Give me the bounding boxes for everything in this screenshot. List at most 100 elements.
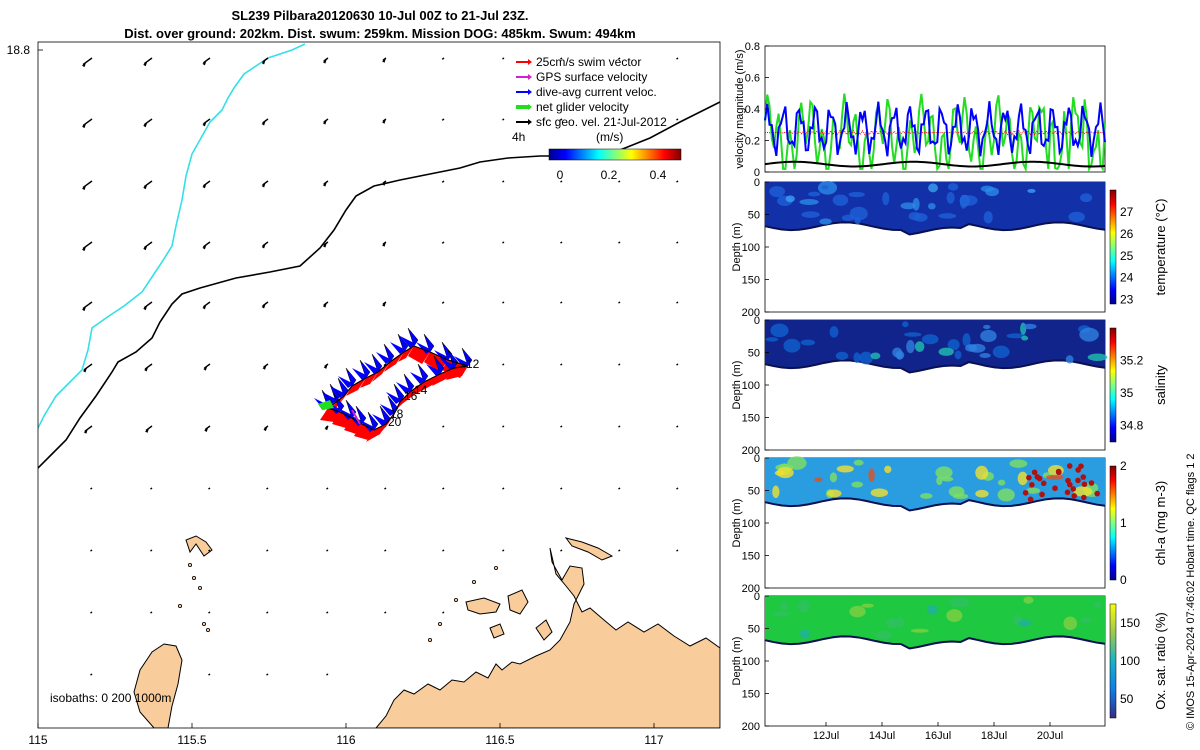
- current-vector: [396, 382, 412, 394]
- geo-vector: [560, 425, 563, 428]
- time-tick: 12Jul: [813, 730, 839, 742]
- current-vector: [433, 355, 445, 375]
- section-patch: [1073, 486, 1093, 497]
- geo-vector: [382, 118, 387, 124]
- geo-vector-head: [204, 427, 209, 433]
- geo-vector-shaft: [323, 57, 329, 62]
- geo-vector-shaft: [323, 301, 329, 306]
- section-patch: [921, 334, 939, 345]
- section-patch: [783, 338, 801, 353]
- section-patch: [849, 605, 866, 618]
- geo-vector-shaft: [502, 118, 505, 121]
- geo-vector: [261, 57, 269, 65]
- geo-vector-shaft: [383, 363, 387, 367]
- section-patch: [770, 323, 789, 338]
- geo-vector-shaft: [502, 425, 505, 428]
- map-x-tick: 115: [28, 733, 47, 747]
- geo-vector-shaft: [441, 118, 445, 121]
- geo-vector-head: [261, 120, 266, 126]
- geo-vector: [502, 241, 505, 244]
- geo-vector-head: [82, 306, 86, 312]
- section-patch: [814, 477, 823, 483]
- legend-label: sfc geo. vel. 21-Jul-2012: [536, 115, 667, 129]
- section-patch: [946, 609, 963, 623]
- current-vector: [383, 343, 395, 363]
- section-data-band: [765, 596, 1105, 649]
- colorbar-tick-label: 0.2: [601, 168, 618, 182]
- section-colorbar: [1109, 327, 1117, 443]
- colorbar-tick-label: 0: [557, 168, 564, 182]
- geo-vector: [618, 425, 621, 428]
- section-patch: [896, 352, 903, 360]
- colorbar-label: salinity: [1153, 365, 1168, 405]
- section-patch: [906, 340, 915, 354]
- chl-high-dot: [1031, 469, 1038, 476]
- geo-vector-head: [323, 364, 328, 369]
- map-frame: [37, 41, 721, 729]
- geo-vector-shaft: [442, 425, 445, 428]
- velocity-ylabel: velocity magnitude (m/s): [734, 49, 746, 168]
- geo-vector-head: [145, 428, 149, 433]
- geo-vector: [382, 241, 387, 247]
- current-vector: [386, 392, 402, 404]
- section-patch: [780, 600, 789, 611]
- geo-vector-head: [202, 60, 207, 66]
- section-patch: [895, 616, 905, 628]
- geo-vector: [442, 425, 445, 428]
- geo-vector: [618, 549, 621, 552]
- geo-vector-head: [262, 365, 267, 370]
- geo-vector-shaft: [150, 487, 153, 490]
- section-patch: [910, 628, 929, 633]
- geo-vector-shaft: [150, 549, 153, 552]
- geo-vector-shaft: [618, 487, 621, 490]
- geo-vector-shaft: [441, 241, 445, 244]
- geo-vector-shaft: [143, 118, 153, 126]
- section-patch: [948, 486, 965, 498]
- section-patch: [854, 216, 861, 225]
- section-patch: [936, 476, 943, 486]
- depth-tick: 100: [742, 380, 760, 392]
- geo-vector: [204, 425, 211, 433]
- current-vector: [338, 376, 354, 388]
- section-panel-1: 0 50 100 150 200 Depth (m) 34.8 35 35.2 salinity: [731, 315, 1168, 457]
- geo-vector-shaft: [263, 425, 269, 430]
- geo-vector-shaft: [144, 363, 153, 370]
- geo-vector: [384, 549, 387, 552]
- legend-swatch-head: [528, 104, 532, 110]
- map-y-tick-labels: 18.8-1919.219.419.619.8-2020.220.420.620…: [7, 43, 43, 57]
- section-bottom-edge: [764, 359, 1106, 374]
- section-patch: [785, 195, 795, 203]
- geo-vector-head: [324, 425, 329, 431]
- island-dampier-spit: [564, 537, 614, 561]
- geo-vector-shaft: [262, 180, 269, 186]
- credit-text: © IMOS 15-Apr-2024 07:46:02 Hobart time.…: [1185, 453, 1197, 730]
- current-vector: [423, 333, 435, 353]
- section-patch: [800, 339, 816, 346]
- swim-vector: [384, 352, 404, 372]
- colorbar-tick: 1: [1120, 516, 1127, 530]
- current-vector: [393, 383, 405, 403]
- current-vector: [447, 349, 459, 369]
- geo-vector: [676, 57, 679, 60]
- geo-vector-shaft: [150, 611, 153, 614]
- geo-vector-shaft: [502, 363, 505, 366]
- section-patch: [832, 194, 849, 206]
- depth-tick: 100: [742, 518, 760, 530]
- chl-high-dot: [1071, 493, 1078, 499]
- geo-vector-head: [144, 367, 149, 372]
- map-x-tick: 117: [644, 733, 663, 747]
- section-patch: [913, 213, 928, 222]
- section-patch: [985, 187, 1000, 197]
- geo-vector: [382, 301, 387, 307]
- section-patch: [876, 630, 893, 640]
- geo-vector-head: [83, 429, 88, 434]
- geo-vector-head: [382, 181, 386, 186]
- current-vector: [440, 358, 456, 370]
- swim-vector: [372, 362, 390, 382]
- isobath-cyan-line: [38, 43, 306, 430]
- geo-vector: [618, 57, 621, 60]
- series-net-glider: [764, 93, 1106, 173]
- section-patch: [853, 352, 861, 363]
- geo-vector: [202, 118, 211, 127]
- chl-high-dot: [1080, 474, 1087, 480]
